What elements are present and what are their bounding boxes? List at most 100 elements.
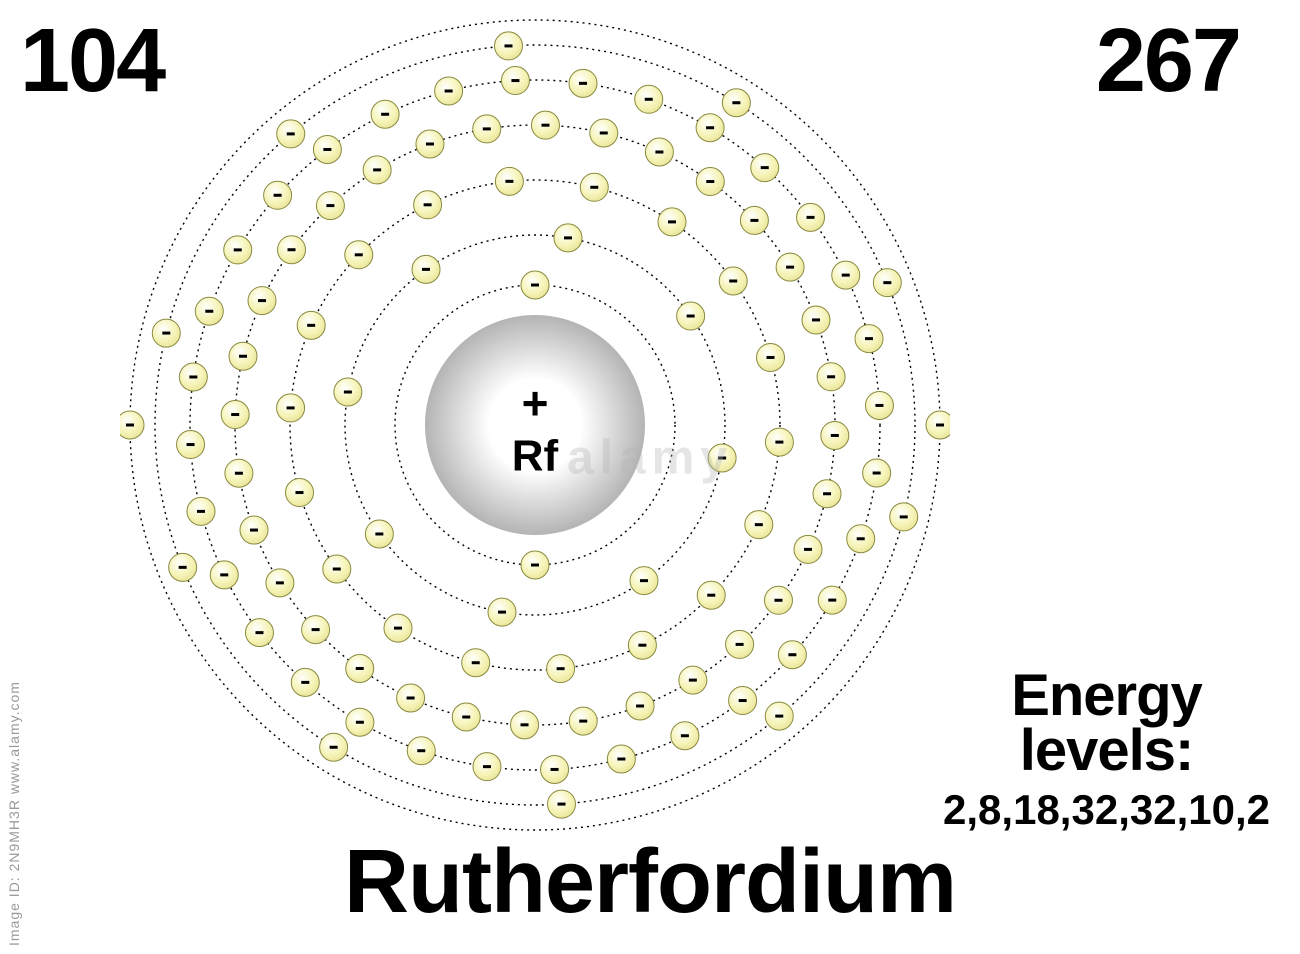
electron-icon bbox=[278, 236, 306, 264]
mass-number: 267 bbox=[1096, 10, 1240, 113]
electron-icon bbox=[264, 181, 292, 209]
electron-icon bbox=[697, 581, 725, 609]
electron-icon bbox=[626, 692, 654, 720]
electron-icon bbox=[696, 114, 724, 142]
electron-icon bbox=[224, 236, 252, 264]
electron-icon bbox=[462, 649, 490, 677]
electron-icon bbox=[346, 708, 374, 736]
energy-levels-values: 2,8,18,32,32,10,2 bbox=[943, 786, 1270, 834]
electron-icon bbox=[488, 598, 516, 626]
electron-icon bbox=[757, 343, 785, 371]
electron-icon bbox=[569, 69, 597, 97]
electron-icon bbox=[435, 77, 463, 105]
electron-icon bbox=[751, 154, 779, 182]
electron-icon bbox=[745, 511, 773, 539]
electron-icon bbox=[635, 85, 663, 113]
electron-icon bbox=[412, 255, 440, 283]
electron-icon bbox=[765, 702, 793, 730]
energy-title-2: levels: bbox=[1020, 718, 1194, 783]
electron-icon bbox=[363, 156, 391, 184]
electron-icon bbox=[821, 421, 849, 449]
electron-icon bbox=[778, 641, 806, 669]
electron-icon bbox=[225, 459, 253, 487]
electron-icon bbox=[677, 302, 705, 330]
nucleus-plus-icon: + bbox=[522, 377, 549, 429]
electron-icon bbox=[397, 684, 425, 712]
electron-icon bbox=[365, 520, 393, 548]
electron-icon bbox=[890, 503, 918, 531]
energy-levels-block: Energy levels: 2,8,18,32,32,10,2 bbox=[943, 668, 1270, 834]
electron-icon bbox=[580, 173, 608, 201]
electron-icon bbox=[548, 790, 576, 818]
electron-icon bbox=[722, 89, 750, 117]
electron-icon bbox=[696, 168, 724, 196]
electron-icon bbox=[797, 203, 825, 231]
electron-icon bbox=[658, 208, 686, 236]
electron-icon bbox=[521, 551, 549, 579]
electron-icon bbox=[630, 567, 658, 595]
electron-icon bbox=[855, 325, 883, 353]
electron-icon bbox=[210, 561, 238, 589]
electron-icon bbox=[740, 206, 768, 234]
electron-icon bbox=[345, 241, 373, 269]
electron-icon bbox=[302, 616, 330, 644]
electron-icon bbox=[832, 261, 860, 289]
electron-icon bbox=[384, 614, 412, 642]
electron-icon bbox=[291, 668, 319, 696]
electron-icon bbox=[266, 569, 294, 597]
electron-icon bbox=[495, 167, 523, 195]
electron-icon bbox=[817, 363, 845, 391]
electron-icon bbox=[501, 67, 529, 95]
electron-icon bbox=[802, 306, 830, 334]
electron-icon bbox=[407, 737, 435, 765]
electron-icon bbox=[541, 755, 569, 783]
electron-icon bbox=[554, 224, 582, 252]
electron-icon bbox=[187, 497, 215, 525]
electron-icon bbox=[177, 431, 205, 459]
electron-icon bbox=[120, 411, 144, 439]
electron-icon bbox=[547, 655, 575, 683]
electron-icon bbox=[926, 411, 950, 439]
electron-icon bbox=[473, 753, 501, 781]
watermark-side: Image ID: 2N9MH3R www.alamy.com bbox=[6, 681, 22, 946]
electron-icon bbox=[865, 391, 893, 419]
electron-icon bbox=[245, 619, 273, 647]
electron-icon bbox=[776, 253, 804, 281]
electron-icon bbox=[645, 138, 673, 166]
electron-icon bbox=[179, 363, 207, 391]
electron-icon bbox=[248, 287, 276, 315]
electron-icon bbox=[323, 555, 351, 583]
electron-icon bbox=[765, 428, 793, 456]
electron-icon bbox=[726, 630, 754, 658]
electron-icon bbox=[221, 401, 249, 429]
electron-icon bbox=[511, 711, 539, 739]
electron-icon bbox=[813, 480, 841, 508]
electron-icon bbox=[719, 267, 747, 295]
electron-icon bbox=[334, 378, 362, 406]
electron-icon bbox=[320, 733, 348, 761]
element-name: Rutherfordium bbox=[344, 831, 956, 934]
electron-icon bbox=[169, 553, 197, 581]
electron-icon bbox=[873, 269, 901, 297]
electron-icon bbox=[195, 297, 223, 325]
electron-icon bbox=[346, 654, 374, 682]
electron-icon bbox=[229, 342, 257, 370]
electron-icon bbox=[316, 192, 344, 220]
electron-icon bbox=[313, 135, 341, 163]
electron-icon bbox=[818, 586, 846, 614]
electron-icon bbox=[521, 271, 549, 299]
electron-icon bbox=[590, 119, 618, 147]
electron-icon bbox=[416, 130, 444, 158]
electron-icon bbox=[297, 311, 325, 339]
electron-icon bbox=[531, 111, 559, 139]
electron-icon bbox=[414, 191, 442, 219]
electron-icon bbox=[569, 707, 597, 735]
electron-icon bbox=[863, 459, 891, 487]
electron-icon bbox=[847, 525, 875, 553]
atom-infographic: 104 267 + Rf alamy bbox=[0, 0, 1300, 954]
electron-icon bbox=[240, 516, 268, 544]
electron-icon bbox=[729, 687, 757, 715]
bohr-diagram: + Rf bbox=[120, 10, 950, 840]
electron-icon bbox=[679, 666, 707, 694]
electron-icon bbox=[277, 394, 305, 422]
